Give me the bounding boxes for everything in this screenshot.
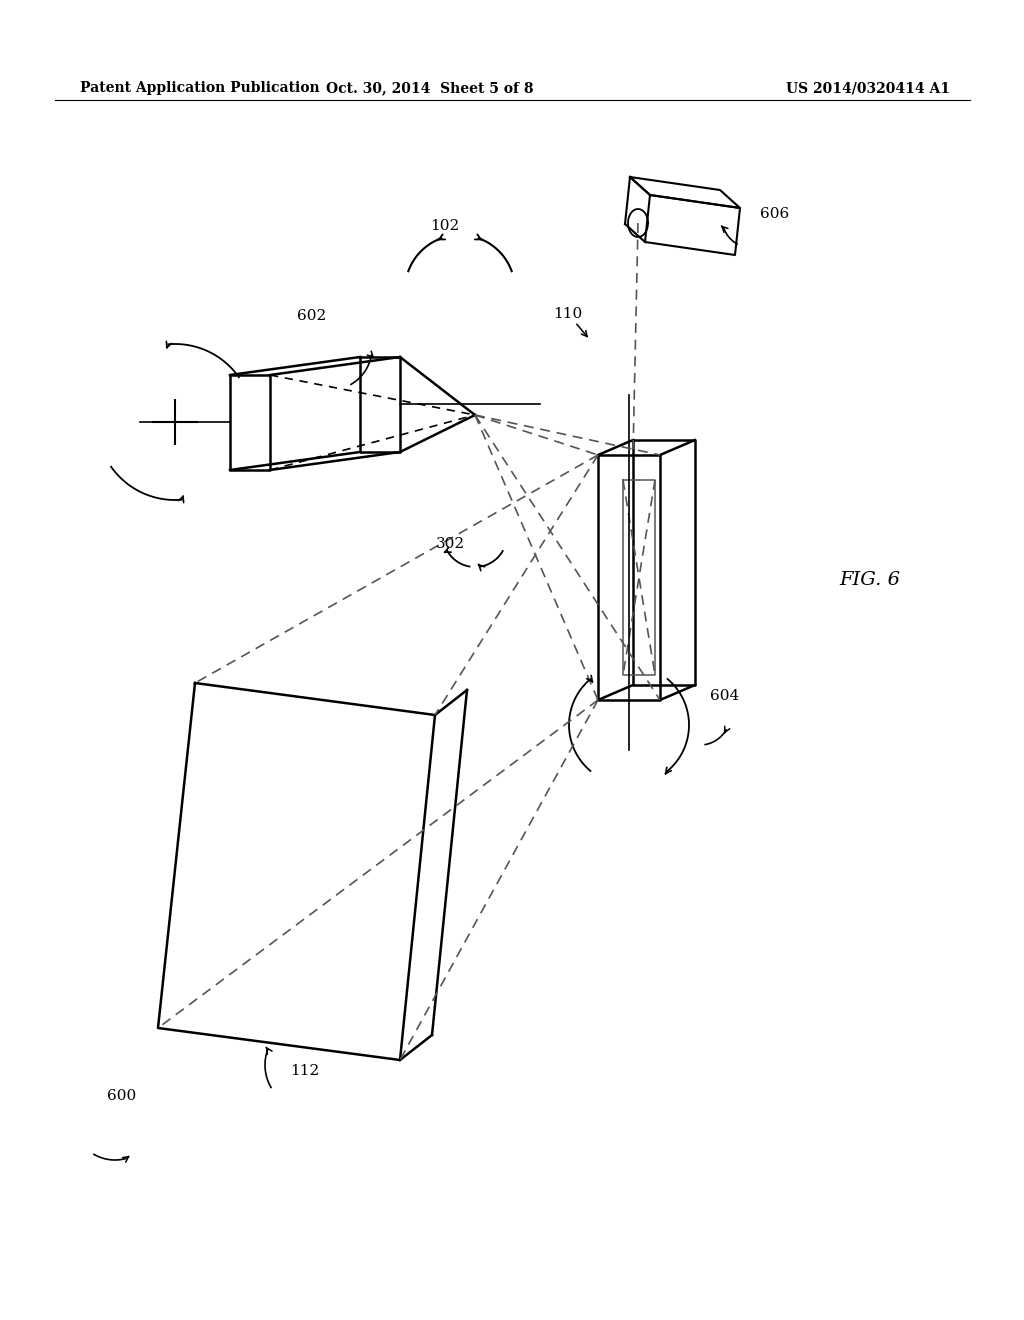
Text: 112: 112 [291, 1064, 319, 1078]
Text: Patent Application Publication: Patent Application Publication [80, 81, 319, 95]
Text: US 2014/0320414 A1: US 2014/0320414 A1 [786, 81, 950, 95]
Text: 110: 110 [553, 308, 583, 321]
Text: 102: 102 [430, 219, 460, 234]
Text: 604: 604 [710, 689, 739, 704]
Text: FIG. 6: FIG. 6 [840, 572, 900, 589]
Text: 302: 302 [435, 537, 465, 550]
Text: Oct. 30, 2014  Sheet 5 of 8: Oct. 30, 2014 Sheet 5 of 8 [327, 81, 534, 95]
Text: 606: 606 [760, 207, 790, 220]
Text: 600: 600 [108, 1089, 136, 1104]
Text: 602: 602 [297, 309, 327, 323]
